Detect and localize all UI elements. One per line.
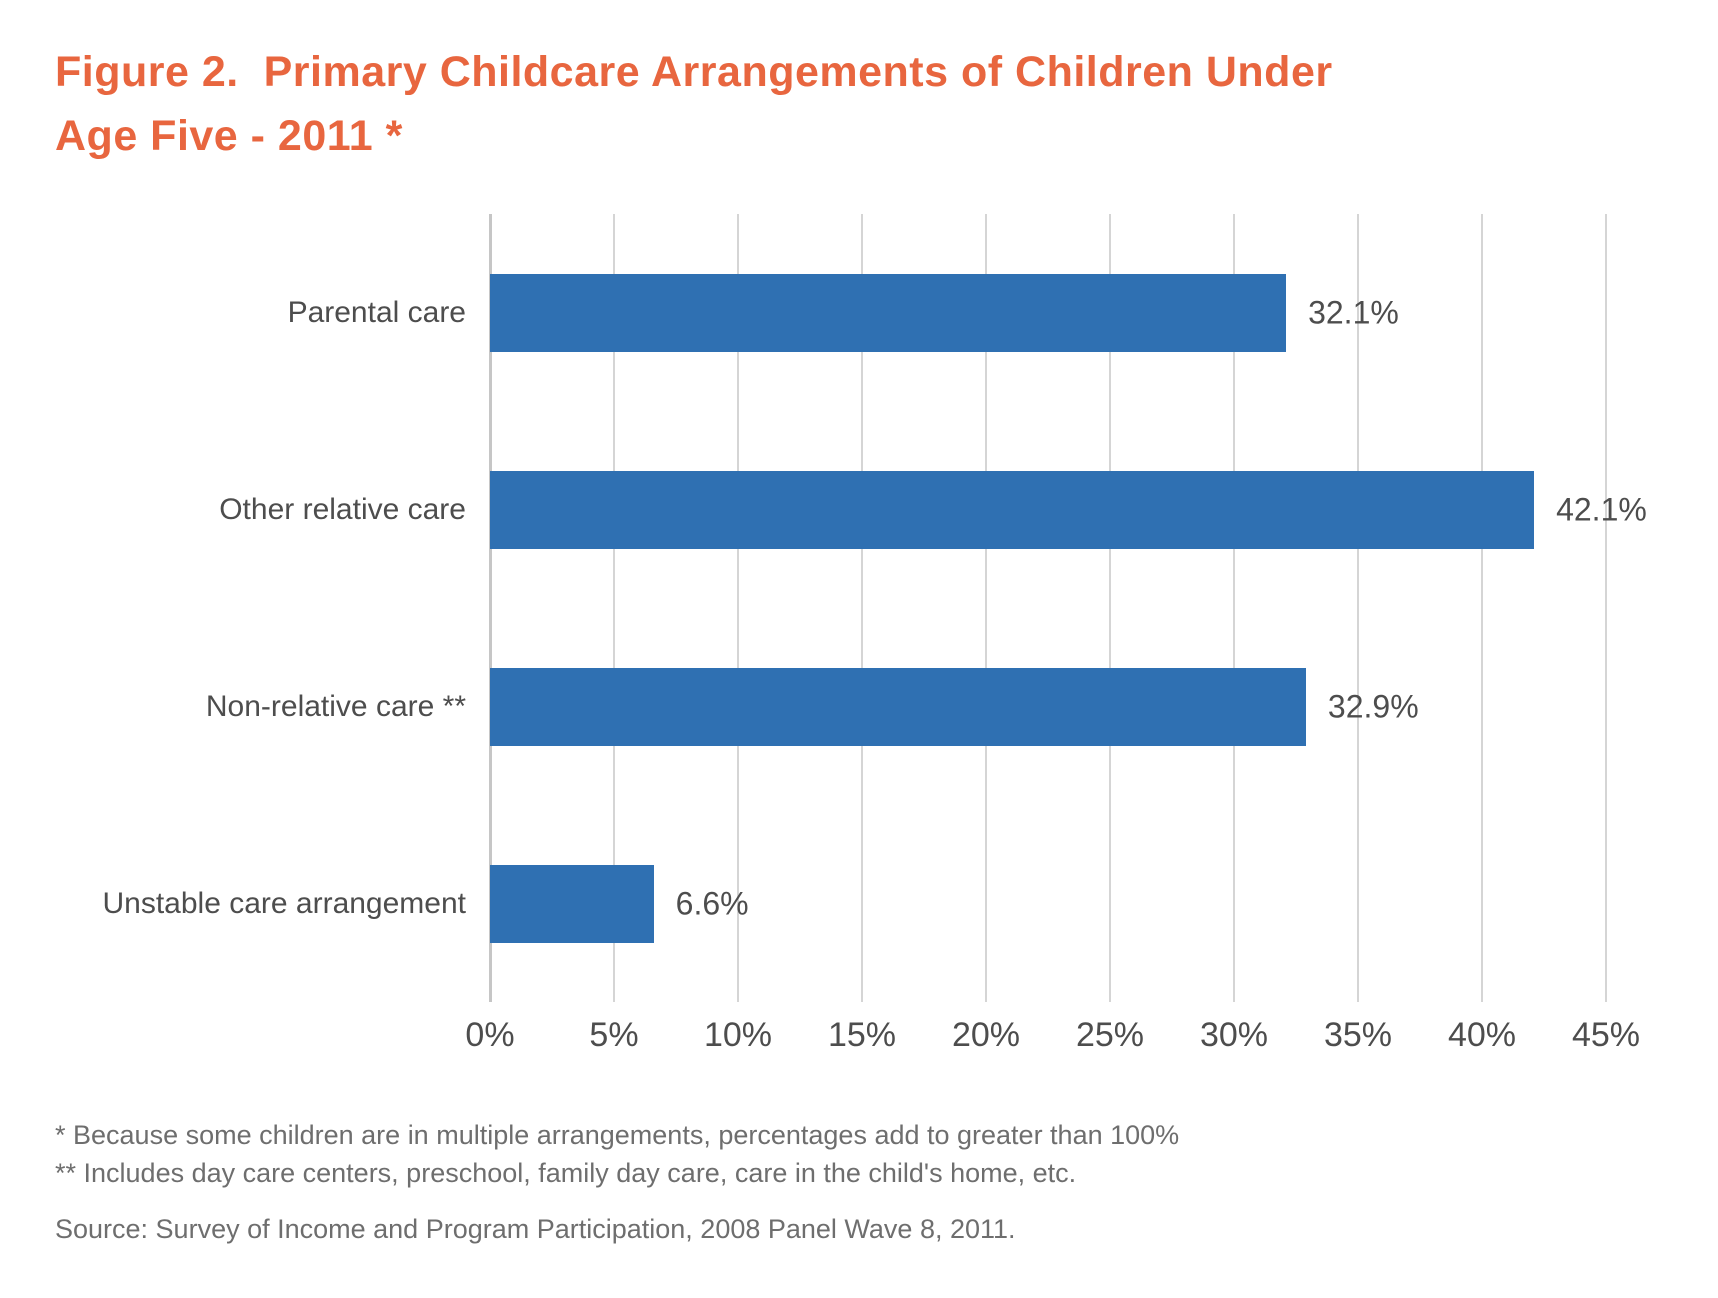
category-label: Unstable care arrangement <box>102 886 466 920</box>
gridline <box>1605 214 1607 1002</box>
footnote-multiple-arrangements: * Because some children are in multiple … <box>55 1120 1180 1150</box>
x-tick-label: 5% <box>589 1016 639 1054</box>
bar-parental-care <box>490 273 1287 352</box>
y-axis-line <box>489 214 492 1002</box>
gridline <box>1481 214 1483 1002</box>
gridline <box>861 214 863 1002</box>
x-tick-label: 40% <box>1447 1016 1517 1054</box>
gridline <box>737 214 739 1002</box>
x-tick-label: 15% <box>827 1016 897 1054</box>
bar-non-relative-care <box>490 667 1306 746</box>
x-tick-label: 30% <box>1199 1016 1269 1054</box>
x-tick-label: 35% <box>1323 1016 1393 1054</box>
plot-area <box>489 214 1607 1002</box>
footnote-nonrelative-definition: ** Includes day care centers, preschool,… <box>55 1158 1077 1188</box>
bar-unstable-care-arrangement <box>490 864 654 943</box>
gridline <box>1109 214 1111 1002</box>
bar-value-label: 6.6% <box>675 885 749 921</box>
figure-title: Figure 2. Primary Childcare Arrangements… <box>55 40 1333 168</box>
gridline <box>1357 214 1359 1002</box>
figure-title-line1: Figure 2. Primary Childcare Arrangements… <box>55 48 1333 96</box>
figure-title-line2: Age Five - 2011 * <box>55 112 403 160</box>
x-tick-label: 25% <box>1075 1016 1145 1054</box>
x-tick-label: 0% <box>465 1016 515 1054</box>
gridline <box>985 214 987 1002</box>
x-tick-label: 45% <box>1571 1016 1641 1054</box>
bar-value-label: 32.9% <box>1327 688 1419 724</box>
gridline <box>1233 214 1235 1002</box>
gridline <box>613 214 615 1002</box>
source-line: Source: Survey of Income and Program Par… <box>55 1214 1016 1244</box>
category-label: Other relative care <box>219 492 466 526</box>
category-label: Parental care <box>287 295 466 329</box>
x-tick-label: 10% <box>703 1016 773 1054</box>
bar-other-relative-care <box>490 470 1535 549</box>
x-tick-label: 20% <box>951 1016 1021 1054</box>
bar-value-label: 32.1% <box>1308 294 1399 330</box>
category-label: Non-relative care ** <box>205 689 466 723</box>
bar-value-label: 42.1% <box>1556 491 1647 527</box>
